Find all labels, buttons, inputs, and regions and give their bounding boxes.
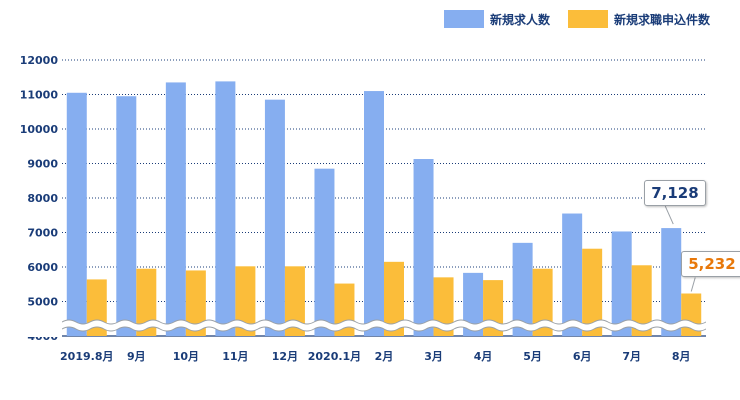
bar-applications bbox=[384, 261, 404, 336]
y-tick-label: 6000 bbox=[27, 261, 58, 274]
value-callout-job-openings-latest: 7,128 bbox=[644, 180, 706, 207]
legend-item-applications: 新規求職申込件数 bbox=[567, 10, 710, 28]
legend-label-job-openings: 新規求人数 bbox=[489, 12, 550, 27]
x-tick-label: 2月 bbox=[375, 350, 394, 363]
axis-break-mask bbox=[706, 313, 740, 337]
x-tick-label: 9月 bbox=[127, 350, 146, 363]
bar-applications bbox=[582, 248, 603, 336]
legend-swatch-applications bbox=[567, 10, 608, 28]
x-tick-label: 8月 bbox=[672, 350, 691, 363]
bar-applications bbox=[532, 268, 553, 336]
y-tick-label: 9000 bbox=[27, 158, 58, 171]
x-tick-label: 5月 bbox=[523, 350, 542, 363]
x-tick-label: 2020.1月 bbox=[308, 350, 361, 363]
bar-applications bbox=[235, 266, 256, 336]
bar-job-openings bbox=[264, 99, 285, 336]
bar-applications bbox=[284, 266, 305, 336]
bar-job-openings bbox=[116, 96, 137, 336]
y-tick-label: 12000 bbox=[20, 54, 59, 67]
bar-applications bbox=[185, 270, 206, 336]
value-callout-applications-latest: 5,232 bbox=[681, 251, 740, 278]
bar-applications bbox=[136, 268, 157, 336]
y-tick-label: 5000 bbox=[27, 296, 58, 309]
bar-job-openings bbox=[364, 91, 384, 336]
x-tick-label: 2019.8月 bbox=[60, 350, 113, 363]
callout-pointer bbox=[690, 277, 696, 292]
legend-item-job-openings: 新規求人数 bbox=[443, 10, 550, 28]
callout-pointer bbox=[664, 205, 674, 225]
bar-job-openings bbox=[215, 81, 236, 336]
y-tick-label: 8000 bbox=[27, 192, 58, 205]
x-tick-label: 3月 bbox=[424, 350, 443, 363]
bar-applications bbox=[631, 265, 652, 336]
bar-job-openings bbox=[463, 272, 484, 336]
x-tick-label: 12月 bbox=[272, 350, 298, 363]
bar-job-openings bbox=[661, 228, 682, 336]
bar-job-openings bbox=[66, 92, 87, 337]
bar-job-openings bbox=[314, 168, 335, 336]
x-tick-label: 11月 bbox=[222, 350, 248, 363]
bar-job-openings bbox=[611, 231, 632, 336]
y-tick-label: 7000 bbox=[27, 227, 58, 240]
y-tick-label: 11000 bbox=[20, 89, 59, 102]
bar-job-openings bbox=[512, 242, 533, 336]
legend-label-applications: 新規求職申込件数 bbox=[613, 12, 710, 27]
bar-job-openings bbox=[562, 213, 583, 336]
axis-break-mask bbox=[22, 313, 62, 337]
legend-swatch-job-openings bbox=[443, 10, 484, 28]
x-tick-label: 7月 bbox=[622, 350, 641, 363]
x-tick-label: 10月 bbox=[173, 350, 199, 363]
x-tick-label: 6月 bbox=[573, 350, 592, 363]
x-tick-label: 4月 bbox=[474, 350, 493, 363]
bar-job-openings bbox=[413, 159, 434, 336]
bar-job-openings bbox=[165, 82, 186, 336]
y-tick-label: 10000 bbox=[20, 123, 59, 136]
chart-legend: 新規求人数 新規求職申込件数 bbox=[443, 10, 710, 28]
